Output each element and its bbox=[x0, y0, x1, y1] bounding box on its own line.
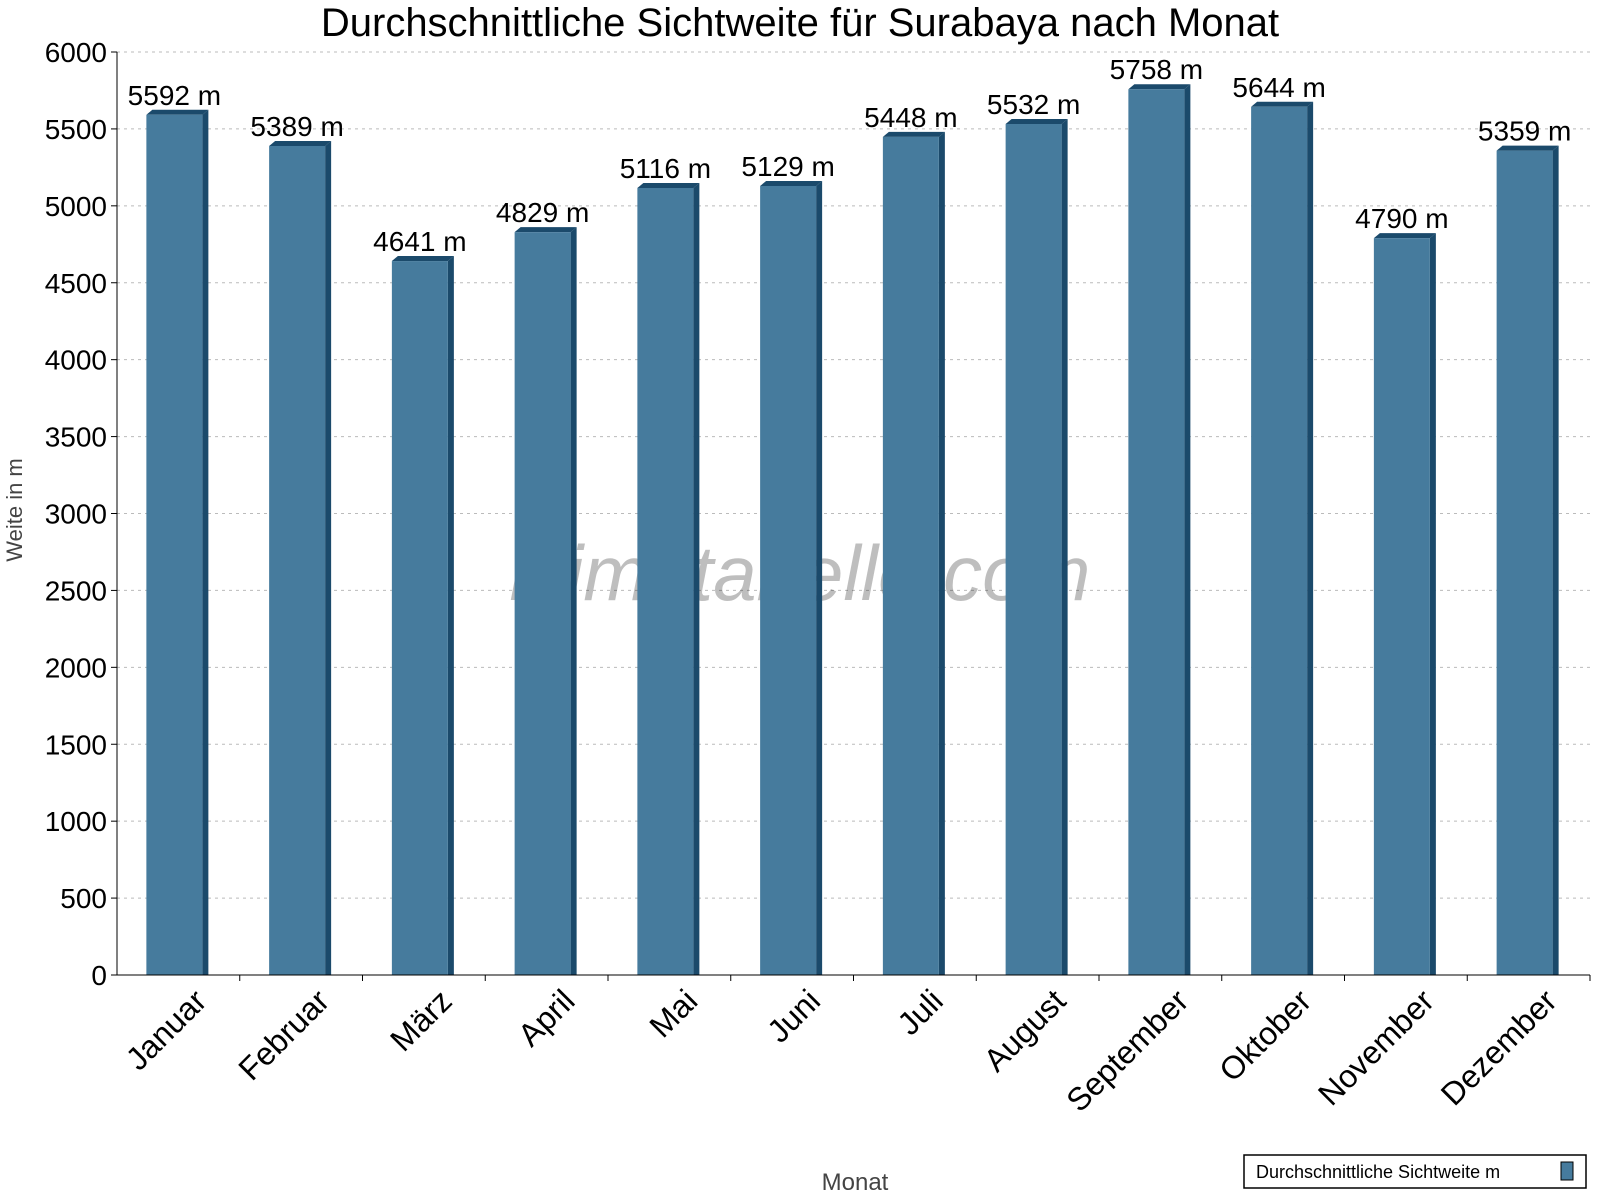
bar-top bbox=[1005, 118, 1068, 124]
bar-top bbox=[760, 180, 823, 186]
bar-top bbox=[391, 256, 454, 262]
data-label: 5389 m bbox=[250, 111, 343, 142]
x-tick-label: Juli bbox=[890, 982, 949, 1041]
bar-side bbox=[325, 140, 332, 975]
bar-side bbox=[1184, 84, 1191, 976]
x-tick-label: März bbox=[383, 982, 459, 1058]
bar-top bbox=[882, 131, 945, 137]
x-tick-label: Oktober bbox=[1212, 982, 1318, 1088]
bar-side bbox=[1061, 118, 1068, 975]
y-tick-label: 4500 bbox=[45, 268, 107, 299]
y-tick-label: 4000 bbox=[45, 345, 107, 376]
bar-top bbox=[1128, 84, 1191, 90]
bar-top bbox=[1373, 233, 1436, 239]
bar-Juni bbox=[760, 185, 817, 975]
x-tick-label: Juni bbox=[760, 982, 827, 1049]
y-tick-label: 5500 bbox=[45, 114, 107, 145]
data-label: 5532 m bbox=[987, 89, 1080, 120]
y-tick-label: 3000 bbox=[45, 499, 107, 530]
data-label: 5592 m bbox=[128, 80, 221, 111]
bar-Februar bbox=[269, 145, 326, 975]
data-label: 5758 m bbox=[1110, 54, 1203, 85]
legend-box bbox=[1243, 1154, 1587, 1189]
data-label: 4829 m bbox=[496, 197, 589, 228]
bar-April bbox=[514, 232, 571, 975]
data-label: 5116 m bbox=[620, 153, 711, 184]
x-tick-label: November bbox=[1311, 982, 1441, 1112]
x-axis-label: Monat bbox=[822, 1169, 889, 1196]
data-label: 5644 m bbox=[1232, 72, 1325, 103]
x-tick-label: Dezember bbox=[1434, 982, 1564, 1112]
bar-August bbox=[1005, 123, 1062, 975]
bar-side bbox=[202, 109, 209, 976]
bar-Januar bbox=[146, 114, 203, 976]
bar-Oktober bbox=[1251, 106, 1308, 976]
bar-März bbox=[391, 261, 448, 975]
x-tick-label: Mai bbox=[642, 982, 704, 1044]
bar-top bbox=[514, 227, 577, 233]
data-label: 5129 m bbox=[741, 151, 834, 182]
legend: Durchschnittliche Sichtweite m bbox=[1243, 1154, 1587, 1189]
y-tick-label: 500 bbox=[60, 883, 107, 914]
y-tick-label: 2000 bbox=[45, 652, 107, 683]
chart-title: Durchschnittliche Sichtweite für Surabay… bbox=[321, 1, 1279, 45]
x-tick-label: August bbox=[977, 982, 1073, 1078]
y-tick-label: 5000 bbox=[45, 191, 107, 222]
bar-side bbox=[570, 227, 577, 975]
y-tick-label: 1000 bbox=[45, 806, 107, 837]
x-tick-label: September bbox=[1059, 982, 1195, 1118]
bar-side bbox=[447, 256, 454, 975]
data-label: 4641 m bbox=[373, 226, 466, 257]
bar-top bbox=[637, 182, 700, 188]
y-axis-label: Weite in m bbox=[2, 458, 27, 562]
bar-September bbox=[1128, 89, 1185, 976]
x-tick-label: Januar bbox=[119, 982, 214, 1077]
bar-side bbox=[816, 180, 823, 975]
legend-label: Durchschnittliche Sichtweite m bbox=[1256, 1162, 1500, 1182]
y-tick-label: 6000 bbox=[45, 37, 107, 68]
x-tick-label: April bbox=[511, 982, 582, 1053]
data-label: 5359 m bbox=[1478, 116, 1571, 147]
bar-side bbox=[693, 182, 700, 976]
bar-Dezember bbox=[1496, 150, 1553, 975]
bar-Mai bbox=[637, 187, 694, 976]
y-tick-label: 3500 bbox=[45, 422, 107, 453]
data-label: 4790 m bbox=[1355, 203, 1448, 234]
bar-side bbox=[1429, 233, 1436, 976]
legend-swatch bbox=[1560, 1161, 1574, 1181]
bar-Juli bbox=[882, 136, 939, 975]
y-tick-label: 0 bbox=[91, 960, 107, 991]
bar-November bbox=[1373, 238, 1430, 976]
x-tick-label: Februar bbox=[231, 982, 336, 1087]
data-label: 5448 m bbox=[864, 102, 957, 133]
bar-side bbox=[938, 131, 945, 975]
bar-top bbox=[269, 140, 332, 146]
bar-top bbox=[1496, 145, 1559, 151]
bar-side bbox=[1552, 145, 1559, 975]
bar-side bbox=[1307, 101, 1314, 976]
bar-top bbox=[1251, 101, 1314, 107]
y-tick-label: 1500 bbox=[45, 729, 107, 760]
bar-top bbox=[146, 109, 209, 115]
y-tick-label: 2500 bbox=[45, 575, 107, 606]
